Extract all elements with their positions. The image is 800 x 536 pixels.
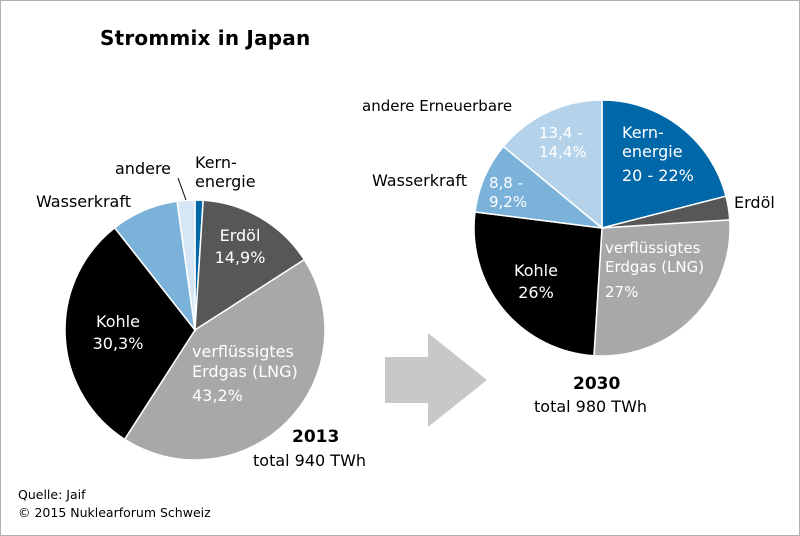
pie-2030-slice-andere_erneuerbare [502,99,603,230]
pie-2013-year: 2013 [292,427,340,447]
pie-2013-leader-andere [177,177,187,201]
pie-2013-value-kohle: 30,3% [93,334,144,353]
pie-2030-value-wasserkraft: 8,8 -9,2% [489,174,527,211]
pie-2030-label-andere-erneuerbare: andere Erneuerbare [362,97,512,115]
pie-2030-value-andere-erneuerbare: 13,4 -14,4% [539,124,587,161]
pie-2030-value-kohle: 26% [518,283,554,302]
pie-2013-total: total 940 TWh [253,451,367,470]
pie-2030-slice-kohle [473,211,603,357]
pie-2030-label-erdoel: Erdöl [734,193,775,212]
pie-2013-label-kernenergie: Kern-energie [195,153,256,191]
pie-2013-value-erdgas: 43,2% [192,386,243,405]
transition-arrow [385,333,487,427]
pie-2013-label-andere: andere [115,159,171,178]
pie-2013-slice-kohle [64,226,196,441]
chart-title: Strommix in Japan [100,26,311,50]
pie-2030-label-wasserkraft: Wasserkraft [372,171,467,190]
pie-2013-label-kohle: Kohle [96,312,140,331]
pie-2013-value-erdoel: 14,9% [215,248,266,267]
pie-2030-total: total 980 TWh [534,397,648,416]
pie-2030-label-kohle: Kohle [514,261,558,280]
pie-2013-slice-erdgas [123,258,326,461]
pie-2013-slice-erdoel [194,199,306,332]
pie-2030-year: 2030 [573,374,621,394]
pie-2013-slice-andere [176,199,196,331]
pie-2030-value-erdgas: 27% [605,283,638,301]
pie-2030-label-erdgas: verflüssigtes Erdgas (LNG) [605,239,704,276]
pie-2013-label-erdgas: verflüssigtes Erdgas (LNG) [192,342,298,381]
pie-2030-value-kernenergie: 20 - 22% [622,166,694,185]
copyright-note: © 2015 Nuklearforum Schweiz [18,505,211,520]
pie-2030-label-kernenergie: Kern-energie [622,123,683,161]
pie-2030-slice-erdgas [593,219,731,357]
source-note: Quelle: Jaif [18,487,86,502]
pie-2013-label-erdoel: Erdöl [220,226,261,245]
pie-2013-label-wasserkraft: Wasserkraft [36,192,131,211]
pie-2030-slice-kernenergie [601,99,727,229]
